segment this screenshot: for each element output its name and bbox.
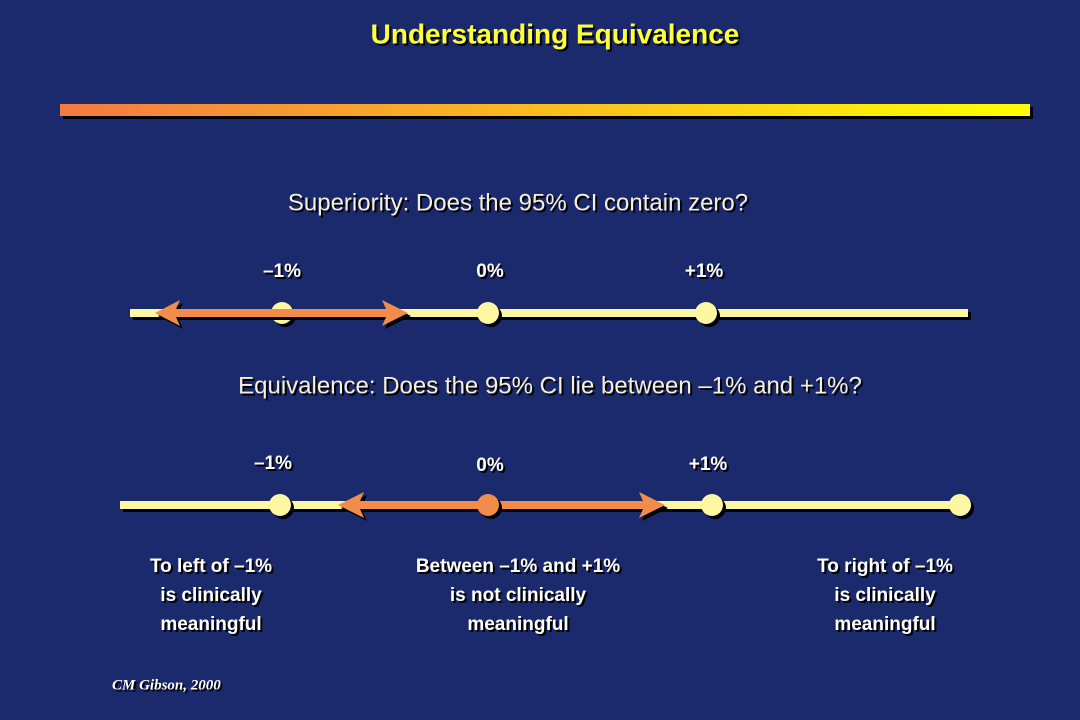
note: meaningful [160,614,261,635]
note: meaningful [467,614,568,635]
axis-line [130,309,968,317]
tick-label: +1% [689,454,728,475]
tick-label: –1% [254,453,292,474]
title-bar [60,104,1030,116]
note: is not clinically [450,585,587,606]
point [695,302,717,324]
point [949,494,971,516]
note: is clinically [834,585,936,606]
note: Between –1% and +1% [416,556,620,577]
tick-label: 0% [476,261,504,282]
tick-label: +1% [685,261,724,282]
point [701,494,723,516]
tick-label: –1% [263,261,301,282]
point [269,494,291,516]
note: To right of –1% [817,556,953,577]
point [477,302,499,324]
note: meaningful [834,614,935,635]
point [477,494,499,516]
note: To left of –1% [150,556,272,577]
tick-label: 0% [476,455,504,476]
ci-arrow [338,492,665,518]
ci-arrow [155,300,408,326]
equivalence-question: Equivalence: Does the 95% CI lie between… [238,372,862,399]
credit: CM Gibson, 2000 [112,677,221,693]
note: is clinically [160,585,262,606]
title: Understanding Equivalence [371,18,740,49]
superiority-question: Superiority: Does the 95% CI contain zer… [288,189,748,216]
